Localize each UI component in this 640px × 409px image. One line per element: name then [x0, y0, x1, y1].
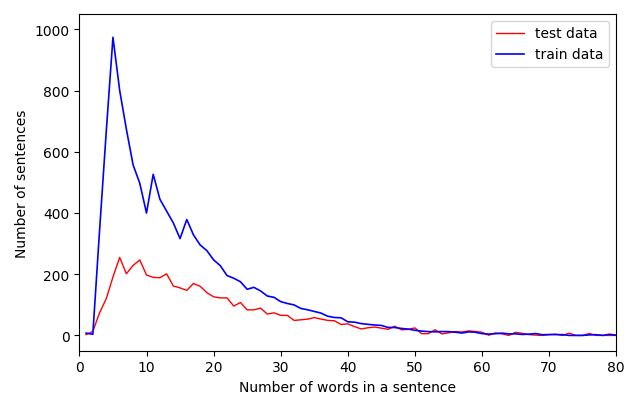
Line: train data: train data [86, 38, 616, 336]
test data [404, 327, 412, 332]
Y-axis label: Number of sentences: Number of sentences [15, 109, 29, 257]
train data [83, 331, 90, 336]
train data [612, 333, 620, 338]
test data [612, 333, 620, 338]
test data [411, 326, 419, 330]
train data [109, 36, 116, 40]
train data [404, 327, 412, 332]
train data [431, 330, 439, 335]
test data [83, 333, 90, 337]
Line: test data: test data [86, 258, 616, 336]
test data [324, 318, 332, 323]
test data [451, 329, 459, 334]
test data [116, 255, 124, 260]
test data [431, 328, 439, 333]
test data [505, 333, 513, 338]
train data [565, 333, 573, 338]
train data [324, 314, 332, 319]
Legend: test data, train data: test data, train data [491, 22, 609, 68]
test data [565, 331, 573, 336]
train data [559, 333, 566, 337]
train data [451, 330, 459, 335]
train data [411, 328, 419, 333]
X-axis label: Number of words in a sentence: Number of words in a sentence [239, 380, 456, 394]
